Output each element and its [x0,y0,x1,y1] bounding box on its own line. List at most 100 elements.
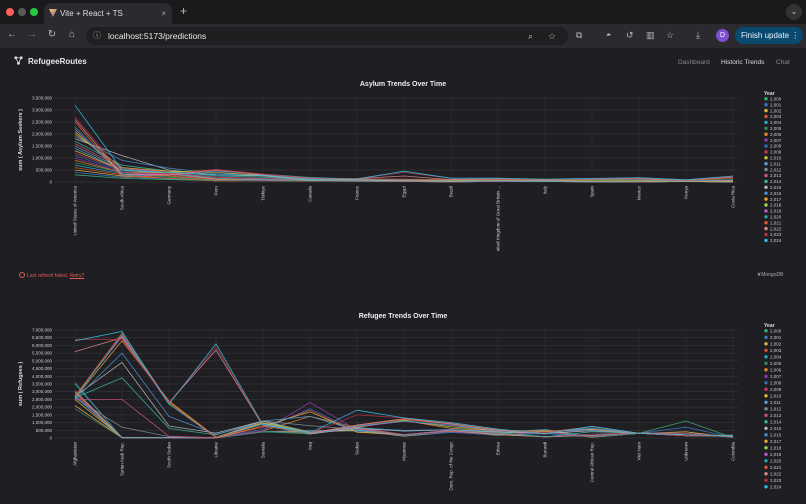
legend-swatch [764,120,768,125]
legend-swatch [764,167,768,172]
series-line [74,331,734,437]
legend-swatch [764,394,768,398]
y-tick-label: 2,000,000 [32,405,53,410]
legend-label: 2,020 [770,215,782,220]
legend-label: 2,005 [770,361,782,366]
address-bar[interactable]: ⓘ localhost:5173/predictions ⌕ ☆ [86,27,568,45]
legend-swatch [764,407,768,411]
minimize-window-button[interactable] [18,8,26,16]
app-page: RefugeeRoutes Dashboard Historic Trends … [0,48,806,504]
legend-label: 2,016 [770,191,782,196]
legend-label: 2,010 [770,394,782,399]
bookmark-star-icon[interactable]: ☆ [548,31,557,41]
legend-swatch [764,150,768,154]
legend-swatch [764,374,768,378]
y-axis-label: sum ( Asylum Seekers ) [18,109,24,171]
trash-icon[interactable]: ▥ [646,30,655,40]
y-tick-label: 1,500,000 [32,412,53,417]
legend-label: 2,007 [770,138,782,143]
legend-swatch [764,108,768,113]
more-menu-icon[interactable]: ⋮ [791,31,800,40]
legend-label: 2,021 [770,220,782,225]
brand[interactable]: RefugeeRoutes [14,56,87,66]
legend-swatch [764,342,768,346]
forward-arrow-icon[interactable]: → [27,29,37,40]
zoom-search-icon[interactable]: ⌕ [528,31,534,41]
legend-swatch [764,368,768,372]
retry-link[interactable]: Retry? [69,273,85,279]
legend-swatch [764,126,768,130]
tab-title: Vite + React + TS [60,9,123,18]
legend-swatch [764,185,768,189]
legend-label: 2,000 [770,97,782,102]
profile-avatar[interactable]: D [716,29,729,42]
x-tick-label: Somalia [261,442,266,459]
incognito-icon[interactable]: ◓ [606,30,612,40]
x-tick-label: France [355,186,360,201]
legend-swatch [764,132,768,136]
legend-swatch [764,465,768,469]
x-tick-label: United States of America [73,186,78,236]
legend-label: 2,021 [770,465,782,470]
browser-tab[interactable]: Vite + React + TS × [44,3,172,24]
legend-swatch [764,232,768,237]
legend-label: 2,020 [770,459,782,464]
nav-historic-trends[interactable]: Historic Trends [721,59,765,66]
legend-swatch [764,103,768,107]
legend-swatch [764,472,768,476]
y-tick-label: 0 [49,180,52,185]
y-tick-label: 4,500,000 [32,366,53,371]
history-icon[interactable]: ↺ [626,30,634,40]
legend-label: 2,003 [770,348,782,353]
new-tab-button[interactable]: + [180,4,188,18]
nav-chat[interactable]: Chat [776,59,790,66]
tab-close-icon[interactable]: × [161,9,166,18]
legend-label: 2,015 [770,185,782,190]
vite-favicon-icon [49,9,57,17]
y-tick-label: 7,000,000 [32,328,53,333]
legend-label: 2,009 [770,150,782,155]
legend-label: 2,010 [770,156,782,161]
y-tick-label: 1,000,000 [32,420,53,425]
bookmarks-icon[interactable]: ☆ [666,30,675,40]
legend-swatch [764,179,768,184]
back-arrow-icon[interactable]: ← [7,29,17,40]
tab-search-chevron-icon[interactable]: ⌄ [786,4,802,20]
legend-swatch [764,162,768,166]
close-window-button[interactable] [6,8,14,16]
asylum-trends-chart: Asylum Trends Over Time 3,500,000 3,000,00… [18,81,782,251]
legend-swatch [764,329,768,333]
x-tick-label: Myanmar [402,442,407,461]
y-tick-label: 5,500,000 [32,351,53,356]
y-tick-label: 1,500,000 [32,144,53,149]
legend-swatch [764,387,768,391]
legend-label: 2,006 [770,368,782,373]
extensions-icon[interactable]: ⧉ [576,30,583,40]
legend-label: 2,001 [770,102,782,107]
reload-icon[interactable]: ↻ [47,29,57,40]
download-icon[interactable]: ⤓ [696,30,700,40]
y-tick-label: 3,500,000 [32,382,53,387]
legend-label: 2,019 [770,209,782,214]
x-tick-label: Canada [308,186,313,202]
finish-update-button[interactable]: Finish update ⋮ [735,27,803,44]
nav-dashboard[interactable]: Dashboard [678,59,710,66]
legend-label: 2,011 [770,161,781,166]
legend-swatch [764,426,768,430]
maximize-window-button[interactable] [30,8,38,16]
y-tick-label: 6,500,000 [32,335,53,340]
site-info-icon[interactable]: ⓘ [93,31,101,40]
legend-label: 2,019 [770,452,782,457]
series-line [75,399,734,439]
legend-label: 2,004 [770,120,782,125]
y-tick-label: 1,000,000 [32,156,53,161]
legend-swatch [764,209,768,213]
x-tick-label: Central African Rep. [590,442,595,482]
x-tick-label: Costa Rica [731,186,736,209]
legend-swatch [764,485,768,489]
legend-label: 2,002 [770,342,782,347]
mongodb-badge: ❦MongoDB [757,272,783,278]
home-icon[interactable]: ⌂ [68,29,76,40]
refresh-warning: Last refresh failed. Retry? [19,272,84,279]
x-tick-label: Ukraine [214,442,219,458]
